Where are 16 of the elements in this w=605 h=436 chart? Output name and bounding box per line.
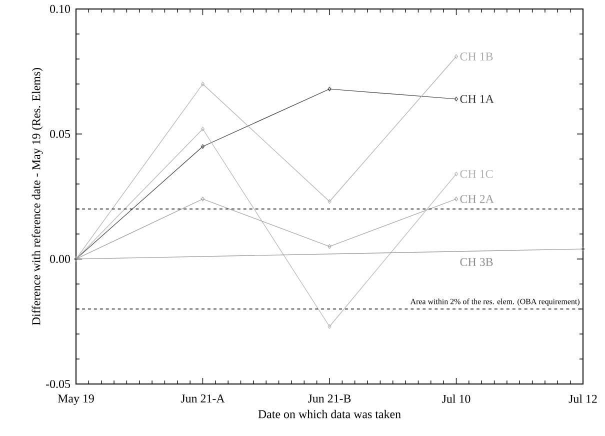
series-label: CH 2A [460, 194, 494, 204]
x-tick-label: Jul 10 [442, 394, 470, 403]
y-tick-label: 0.00 [50, 254, 70, 264]
y-tick-label: 0.05 [50, 130, 70, 138]
x-tick-label: May 19 [58, 394, 94, 405]
x-axis-title: Date on which data was taken [258, 410, 401, 418]
series-label: CH 1B [460, 52, 493, 61]
y-tick-label: 0.10 [50, 4, 70, 14]
y-axis-title: Difference with reference date - May 19 (Res. Elems) [32, 68, 43, 326]
series-label: CH 1C [460, 170, 493, 178]
x-tick-label: Jun 21-B [308, 394, 351, 403]
x-tick-label: Jul 12 [568, 394, 597, 403]
y-tick-label: -0.05 [46, 380, 70, 388]
x-tick-label: Jun 21-A [180, 394, 225, 403]
series-label: CH 1A [460, 94, 494, 104]
series-label: CH 3B [460, 258, 493, 266]
